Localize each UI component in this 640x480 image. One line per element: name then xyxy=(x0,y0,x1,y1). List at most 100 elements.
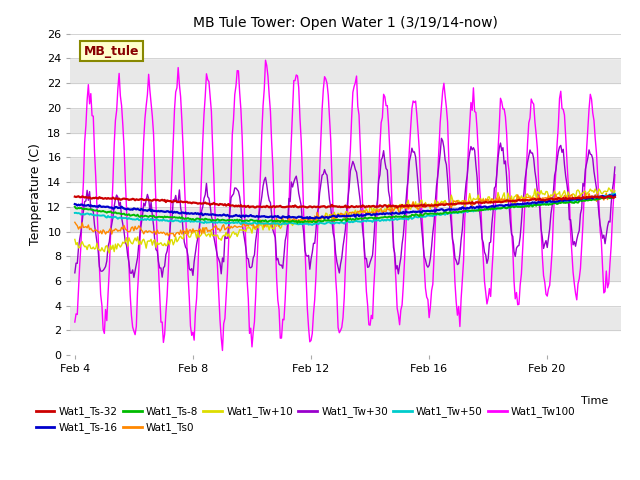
Wat1_Tw+30 xyxy=(611,164,619,170)
Wat1_Tw+30 xyxy=(130,275,138,280)
Wat1_Tw100 xyxy=(611,172,619,178)
Bar xyxy=(70,281,621,306)
Wat1_Tw+30 xyxy=(71,270,79,276)
Line: Wat1_Ts0: Wat1_Ts0 xyxy=(75,193,615,237)
Line: Wat1_Tw+30: Wat1_Tw+30 xyxy=(75,138,615,277)
Wat1_Tw+50 xyxy=(258,221,266,227)
Wat1_Ts-8 xyxy=(574,200,582,205)
Bar xyxy=(70,330,621,355)
Wat1_Tw+50 xyxy=(611,191,619,197)
Wat1_Ts-32 xyxy=(574,195,582,201)
Bar xyxy=(70,83,621,108)
Wat1_Tw100 xyxy=(259,103,267,108)
Wat1_Ts-8 xyxy=(124,212,132,218)
Wat1_Tw+50 xyxy=(308,222,316,228)
Wat1_Ts0 xyxy=(546,198,554,204)
Wat1_Tw100 xyxy=(547,266,555,272)
Wat1_Tw100 xyxy=(124,234,132,240)
Wat1_Tw100 xyxy=(71,319,79,325)
Y-axis label: Temperature (C): Temperature (C) xyxy=(29,144,42,245)
Wat1_Tw+50 xyxy=(262,220,269,226)
Bar xyxy=(70,306,621,330)
Wat1_Tw+30 xyxy=(547,211,555,216)
Wat1_Ts-16 xyxy=(305,216,312,222)
Wat1_Tw+30 xyxy=(438,135,445,141)
Bar xyxy=(70,231,621,256)
Legend: Wat1_Ts-32, Wat1_Ts-16, Wat1_Ts-8, Wat1_Ts0, Wat1_Tw+10, Wat1_Tw+30, Wat1_Tw+50,: Wat1_Ts-32, Wat1_Ts-16, Wat1_Ts-8, Wat1_… xyxy=(31,402,580,438)
Wat1_Tw100 xyxy=(150,131,157,137)
Wat1_Ts0 xyxy=(602,191,610,196)
Wat1_Tw100 xyxy=(219,348,227,353)
Line: Wat1_Ts-32: Wat1_Ts-32 xyxy=(75,196,615,208)
Wat1_Ts-32 xyxy=(124,196,132,202)
Line: Wat1_Tw+10: Wat1_Tw+10 xyxy=(75,188,615,253)
Wat1_Tw+10 xyxy=(106,250,113,256)
Wat1_Ts-32 xyxy=(71,194,79,200)
Wat1_Tw+10 xyxy=(574,187,582,193)
Wat1_Tw+30 xyxy=(575,228,583,234)
Wat1_Ts0 xyxy=(611,193,619,199)
Wat1_Ts-16 xyxy=(574,197,582,203)
Wat1_Ts-16 xyxy=(71,201,79,207)
Line: Wat1_Ts-8: Wat1_Ts-8 xyxy=(75,197,615,223)
Bar xyxy=(70,182,621,207)
Wat1_Ts-32 xyxy=(607,193,615,199)
Wat1_Ts-32 xyxy=(262,204,269,210)
Line: Wat1_Tw100: Wat1_Tw100 xyxy=(75,60,615,350)
Wat1_Tw100 xyxy=(264,73,272,79)
Text: MB_tule: MB_tule xyxy=(84,45,140,58)
Wat1_Tw+10 xyxy=(151,237,159,243)
Wat1_Ts-8 xyxy=(150,213,157,218)
Wat1_Ts-32 xyxy=(546,196,554,202)
Wat1_Tw+10 xyxy=(263,224,271,230)
Wat1_Tw+30 xyxy=(259,183,267,189)
Wat1_Tw+10 xyxy=(259,227,267,233)
Text: Time: Time xyxy=(580,396,608,406)
Wat1_Tw+10 xyxy=(605,185,612,191)
Wat1_Tw+50 xyxy=(71,210,79,216)
Wat1_Tw100 xyxy=(262,57,269,63)
Wat1_Tw+50 xyxy=(546,200,554,206)
Wat1_Ts-8 xyxy=(546,201,554,207)
Wat1_Ts0 xyxy=(71,219,79,225)
Wat1_Tw+50 xyxy=(574,196,582,202)
Bar xyxy=(70,34,621,59)
Wat1_Ts0 xyxy=(574,194,582,200)
Wat1_Tw+30 xyxy=(263,182,271,188)
Bar xyxy=(70,157,621,182)
Wat1_Ts0 xyxy=(263,222,271,228)
Wat1_Ts-8 xyxy=(262,217,269,223)
Wat1_Ts-16 xyxy=(546,198,554,204)
Wat1_Ts-32 xyxy=(150,197,157,203)
Wat1_Ts-32 xyxy=(343,205,351,211)
Wat1_Ts0 xyxy=(259,220,267,226)
Bar xyxy=(70,108,621,132)
Bar xyxy=(70,132,621,157)
Wat1_Tw+50 xyxy=(124,216,132,222)
Wat1_Ts-32 xyxy=(258,204,266,210)
Wat1_Ts0 xyxy=(124,228,132,234)
Line: Wat1_Tw+50: Wat1_Tw+50 xyxy=(75,194,615,225)
Title: MB Tule Tower: Open Water 1 (3/19/14-now): MB Tule Tower: Open Water 1 (3/19/14-now… xyxy=(193,16,498,30)
Bar xyxy=(70,207,621,231)
Wat1_Ts0 xyxy=(150,229,157,235)
Bar xyxy=(70,59,621,83)
Wat1_Ts-16 xyxy=(258,214,266,219)
Wat1_Ts-16 xyxy=(150,208,157,214)
Wat1_Tw+10 xyxy=(125,235,132,240)
Wat1_Ts-8 xyxy=(294,220,301,226)
Wat1_Ts-8 xyxy=(71,204,79,210)
Wat1_Ts-16 xyxy=(262,214,269,220)
Wat1_Tw+10 xyxy=(71,237,79,242)
Wat1_Tw100 xyxy=(575,276,583,282)
Wat1_Tw+30 xyxy=(124,253,132,259)
Line: Wat1_Ts-16: Wat1_Ts-16 xyxy=(75,195,615,219)
Wat1_Ts-8 xyxy=(258,218,266,224)
Wat1_Ts-16 xyxy=(124,206,132,212)
Wat1_Ts0 xyxy=(171,234,179,240)
Wat1_Tw+50 xyxy=(150,216,157,222)
Wat1_Tw+10 xyxy=(546,195,554,201)
Wat1_Tw+30 xyxy=(151,238,159,244)
Bar xyxy=(70,256,621,281)
Wat1_Ts-16 xyxy=(611,192,619,198)
